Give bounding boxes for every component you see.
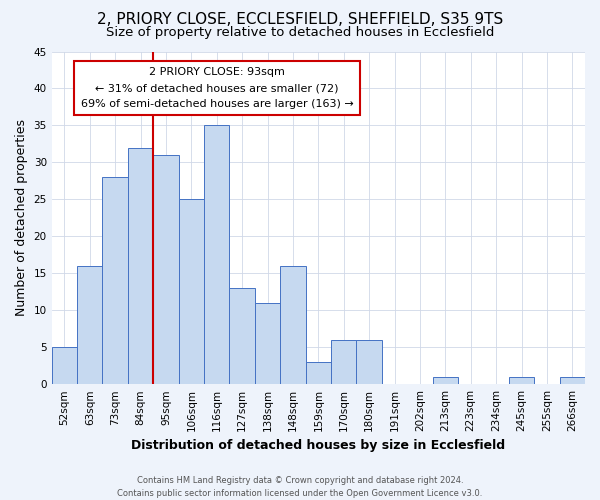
- Text: Contains HM Land Registry data © Crown copyright and database right 2024.
Contai: Contains HM Land Registry data © Crown c…: [118, 476, 482, 498]
- Text: 2 PRIORY CLOSE: 93sqm
← 31% of detached houses are smaller (72)
69% of semi-deta: 2 PRIORY CLOSE: 93sqm ← 31% of detached …: [80, 68, 353, 108]
- Y-axis label: Number of detached properties: Number of detached properties: [15, 120, 28, 316]
- Bar: [229, 288, 255, 384]
- Bar: [255, 303, 280, 384]
- Bar: [560, 377, 585, 384]
- Bar: [433, 377, 458, 384]
- Bar: [153, 155, 179, 384]
- Bar: [509, 377, 534, 384]
- Text: Size of property relative to detached houses in Ecclesfield: Size of property relative to detached ho…: [106, 26, 494, 39]
- Bar: [305, 362, 331, 384]
- Bar: [179, 200, 204, 384]
- Bar: [280, 266, 305, 384]
- Bar: [103, 177, 128, 384]
- Text: 2, PRIORY CLOSE, ECCLESFIELD, SHEFFIELD, S35 9TS: 2, PRIORY CLOSE, ECCLESFIELD, SHEFFIELD,…: [97, 12, 503, 28]
- Bar: [356, 340, 382, 384]
- Bar: [128, 148, 153, 384]
- Bar: [52, 347, 77, 384]
- Bar: [77, 266, 103, 384]
- Bar: [204, 126, 229, 384]
- X-axis label: Distribution of detached houses by size in Ecclesfield: Distribution of detached houses by size …: [131, 440, 505, 452]
- Bar: [331, 340, 356, 384]
